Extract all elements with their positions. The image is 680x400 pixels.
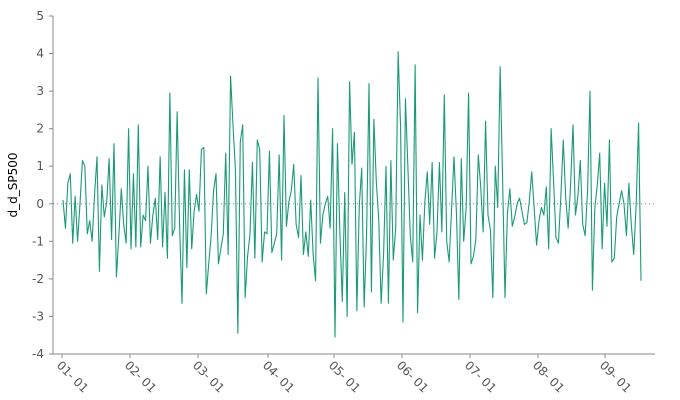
x-tick-label: 09- 01 — [597, 358, 634, 395]
y-tick-label: 4 — [36, 47, 44, 61]
y-axis-title: d_d_SP500 — [6, 153, 20, 218]
x-tick-label: 06- 01 — [394, 358, 431, 395]
x-tick-label: 01- 01 — [54, 358, 91, 395]
y-ticks: -4 -3 -2 -1 0 1 2 3 4 5 — [32, 9, 53, 361]
series-layer — [62, 51, 642, 338]
y-tick-label: 2 — [36, 122, 44, 136]
series-line-d_d_SP500 — [62, 51, 642, 338]
y-tick-label: -4 — [32, 347, 44, 361]
x-tick-label: 03- 01 — [190, 358, 227, 395]
axes — [52, 16, 655, 355]
y-tick-label: 0 — [36, 197, 44, 211]
y-tick-label: -2 — [32, 272, 44, 286]
x-tick-label: 07- 01 — [462, 358, 499, 395]
y-tick-label: 3 — [36, 84, 44, 98]
x-tick-label: 02- 01 — [122, 358, 159, 395]
x-tick-label: 04- 01 — [260, 358, 297, 395]
y-tick-label: -1 — [32, 234, 44, 248]
x-tick-label: 05- 01 — [326, 358, 363, 395]
x-ticks: 01- 01 02- 01 03- 01 04- 01 05- 01 06- 01 07- … — [54, 354, 634, 395]
y-tick-label: 5 — [36, 9, 44, 23]
x-tick-label: 08- 01 — [530, 358, 567, 395]
y-tick-label: -3 — [32, 309, 44, 323]
y-tick-label: 1 — [36, 159, 44, 173]
